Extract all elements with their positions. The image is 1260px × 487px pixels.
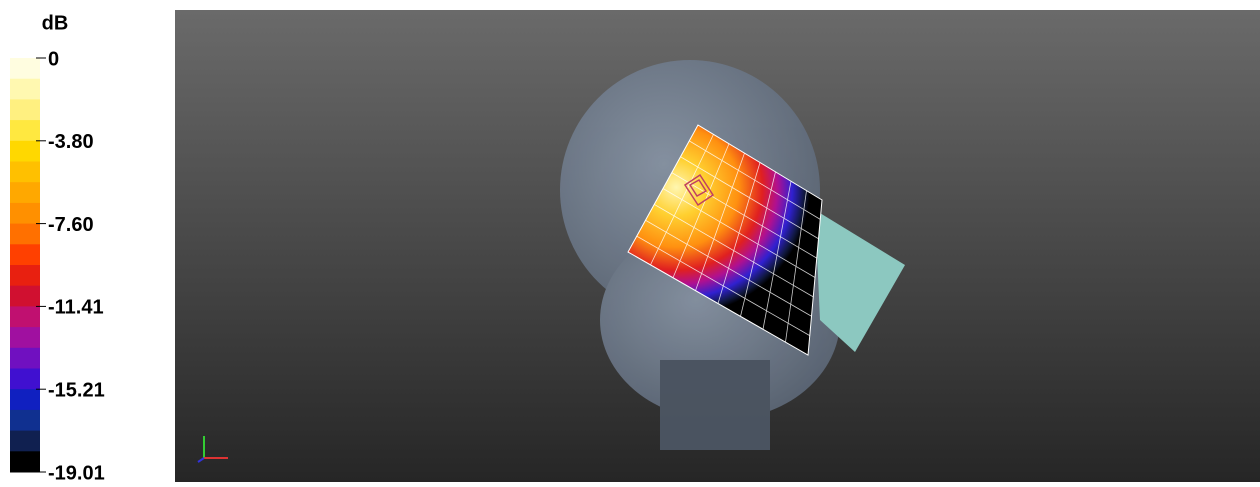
colorbar-label: 0 [48,48,59,70]
colorbar-band [10,99,40,121]
colorbar-band [10,368,40,390]
sar-outline [627,124,823,356]
colorbar-label: -3.80 [48,131,94,153]
colorbar-band [10,58,40,80]
colorbar-band [10,223,40,245]
colorbar-unit: dB [42,12,69,34]
colorbar-band [10,78,40,100]
colorbar-band [10,409,40,432]
colorbar-label: -7.60 [48,214,94,236]
colorbar-label: -15.21 [48,379,105,401]
peak-marker [688,179,708,197]
mesh-line [654,204,814,298]
mesh-line [740,171,776,317]
colorbar-band [10,389,40,411]
colorbar-label: -11.41 [48,297,104,319]
mesh-line [762,181,792,330]
phone [815,210,905,352]
colorbar-label: -19.01 [48,462,105,482]
colorbar-band [10,430,40,452]
colorbar-band [10,306,40,328]
colorbar-band [10,244,40,266]
mesh-line [785,190,807,343]
colorbar-band [10,347,40,369]
colorbar-band [10,451,40,473]
colorbar-band [10,161,40,183]
peak-marker [683,173,715,207]
colorbar-band [10,265,40,287]
colorbar-band [10,140,40,162]
colorbar-band [10,327,40,349]
mesh-line [636,235,810,336]
colorbar-band [10,202,40,225]
colorbar-band [10,120,40,142]
mesh-line [645,219,812,317]
mesh-line [662,188,816,278]
colorbar [10,57,46,473]
colorbar-band [10,182,40,204]
colorbar-band [10,285,40,307]
axis-triad [197,436,228,463]
